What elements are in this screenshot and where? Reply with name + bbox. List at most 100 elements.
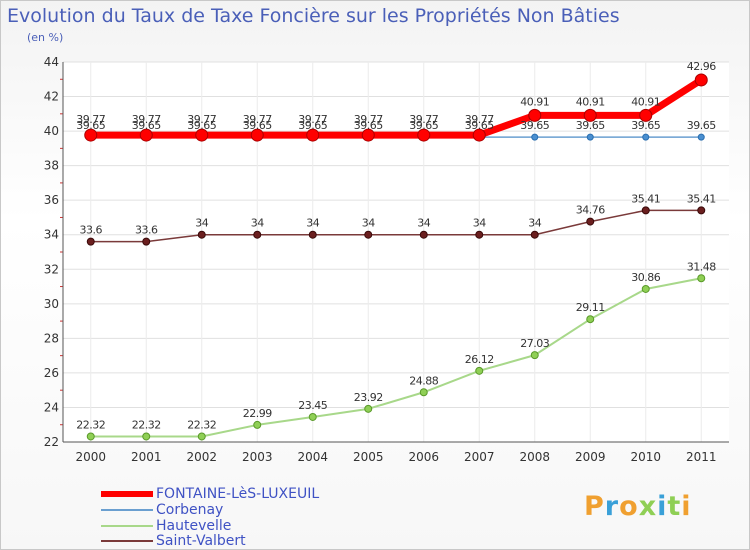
data-label: 39.77 (298, 113, 327, 126)
data-label: 39.65 (243, 119, 272, 132)
data-point-2 (142, 432, 151, 441)
data-point-3 (475, 230, 484, 239)
x-tick-label: 2004 (297, 450, 328, 464)
data-label: 34 (473, 217, 486, 230)
data-label: 24.88 (409, 374, 438, 387)
logo-letter: P (584, 491, 605, 522)
plot-background (63, 62, 729, 442)
data-label: 39.65 (520, 119, 549, 132)
x-tick-label: 2001 (131, 450, 162, 464)
data-label: 34 (251, 217, 264, 230)
data-point-2 (253, 420, 262, 429)
data-point-0 (694, 73, 708, 87)
data-label: 27.03 (520, 337, 549, 350)
x-tick-label: 2005 (353, 450, 384, 464)
y-tick-label: 30 (44, 297, 59, 311)
chart-title: Evolution du Taux de Taxe Foncière sur l… (7, 5, 620, 27)
legend-item-corbenay: Corbenay (101, 502, 361, 518)
legend-item-hautevelle: Hautevelle (101, 518, 361, 534)
data-label: 39.77 (465, 113, 494, 126)
data-point-1 (531, 133, 539, 141)
data-label: 40.91 (576, 95, 605, 108)
series-line-2 (89, 277, 703, 438)
y-tick-label: 28 (44, 331, 59, 345)
data-label: 39.65 (298, 119, 327, 132)
y-axis-unit-label: (en %) (27, 31, 64, 44)
y-tick-label: 44 (44, 55, 59, 69)
data-label: 34 (306, 217, 319, 230)
y-tick-label: 36 (44, 193, 59, 207)
data-point-1 (586, 133, 594, 141)
data-point-0 (195, 128, 209, 142)
data-point-0 (417, 128, 431, 142)
data-label: 39.77 (187, 113, 216, 126)
data-label: 23.45 (298, 399, 327, 412)
data-label: 30.86 (631, 271, 660, 284)
data-label: 39.65 (76, 119, 105, 132)
data-label: 22.32 (187, 418, 216, 431)
legend-label-hautevelle: Hautevelle (156, 518, 232, 534)
data-point-2 (530, 351, 539, 360)
data-label: 39.65 (631, 119, 660, 132)
data-point-2 (586, 315, 595, 324)
data-point-3 (419, 230, 428, 239)
data-point-0 (250, 128, 264, 142)
logo-letter: r (604, 491, 620, 522)
data-point-0 (472, 128, 486, 142)
data-point-2 (697, 274, 706, 283)
data-point-3 (697, 206, 706, 215)
data-point-3 (308, 230, 317, 239)
data-label: 39.65 (576, 119, 605, 132)
data-point-1 (697, 133, 705, 141)
y-tick-label: 38 (44, 159, 59, 173)
data-point-0 (361, 128, 375, 142)
x-tick-label: 2009 (575, 450, 606, 464)
data-point-2 (308, 412, 317, 421)
x-tick-label: 2008 (519, 450, 550, 464)
x-tick-label: 2006 (408, 450, 439, 464)
data-label: 35.41 (687, 192, 716, 205)
data-point-2 (86, 432, 95, 441)
data-label: 34 (195, 217, 208, 230)
legend-swatch-corbenay (101, 509, 153, 511)
data-label: 39.65 (354, 119, 383, 132)
series-line-0 (87, 76, 705, 139)
data-label: 39.65 (687, 119, 716, 132)
data-label: 35.41 (631, 192, 660, 205)
data-point-0 (139, 128, 153, 142)
logo-letter: o (619, 491, 639, 522)
data-point-0 (583, 108, 597, 122)
data-label: 22.32 (76, 418, 105, 431)
legend-label-saint-valbert: Saint-Valbert (156, 533, 246, 549)
legend-item-saint-valbert: Saint-Valbert (101, 533, 361, 549)
data-label: 39.65 (187, 119, 216, 132)
y-tick-label: 24 (44, 400, 59, 414)
y-tick-label: 26 (44, 366, 59, 380)
logo-letter: i (657, 491, 668, 522)
x-tick-label: 2000 (75, 450, 106, 464)
data-point-3 (86, 237, 95, 246)
data-label: 22.32 (132, 418, 161, 431)
y-tick-label: 40 (44, 124, 59, 138)
legend-label-fontaine: FONTAINE-LèS-LUXEUIL (156, 486, 320, 502)
legend-swatch-fontaine (101, 491, 153, 497)
data-point-3 (641, 206, 650, 215)
y-tick-label: 34 (44, 228, 59, 242)
legend-swatch-saint-valbert (101, 540, 153, 542)
x-tick-label: 2002 (186, 450, 217, 464)
data-label: 39.65 (409, 119, 438, 132)
proxiti-logo: Proxiti (584, 491, 692, 522)
series-line-3 (90, 209, 702, 243)
data-label: 26.12 (465, 353, 494, 366)
y-tick-label: 32 (44, 262, 59, 276)
data-label: 39.77 (132, 113, 161, 126)
data-label: 34 (362, 217, 375, 230)
data-point-3 (197, 230, 206, 239)
data-point-2 (197, 432, 206, 441)
data-label: 42.96 (687, 60, 716, 73)
data-label: 29.11 (576, 301, 605, 314)
legend-swatch-hautevelle (101, 525, 153, 527)
data-label: 40.91 (520, 95, 549, 108)
